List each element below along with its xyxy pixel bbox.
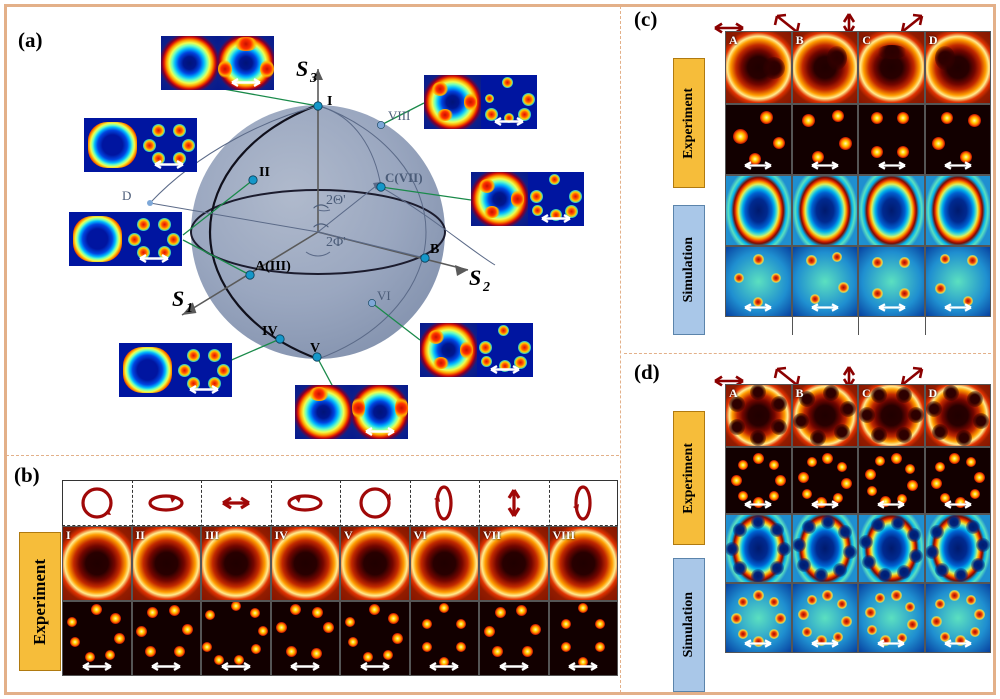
svg-text:⌒: ⌒ (313, 204, 329, 222)
svg-text:⌒: ⌒ (313, 223, 329, 241)
svg-text:VIII: VIII (388, 108, 410, 123)
svg-text:1: 1 (186, 301, 193, 316)
svg-text:2: 2 (482, 280, 490, 295)
svg-text:V: V (310, 341, 320, 356)
svg-text:I: I (327, 94, 332, 109)
svg-text:VI: VI (377, 288, 391, 303)
svg-text:B: B (430, 242, 439, 257)
svg-text:3: 3 (309, 71, 317, 86)
svg-text:S: S (469, 265, 481, 290)
svg-text:C(VII): C(VII) (385, 170, 423, 185)
svg-text:S: S (172, 286, 184, 311)
svg-text:D: D (122, 188, 131, 203)
svg-text:IV: IV (262, 324, 278, 339)
svg-text:S: S (296, 56, 308, 81)
svg-text:A(III): A(III) (255, 259, 291, 274)
svg-text:II: II (259, 165, 270, 180)
